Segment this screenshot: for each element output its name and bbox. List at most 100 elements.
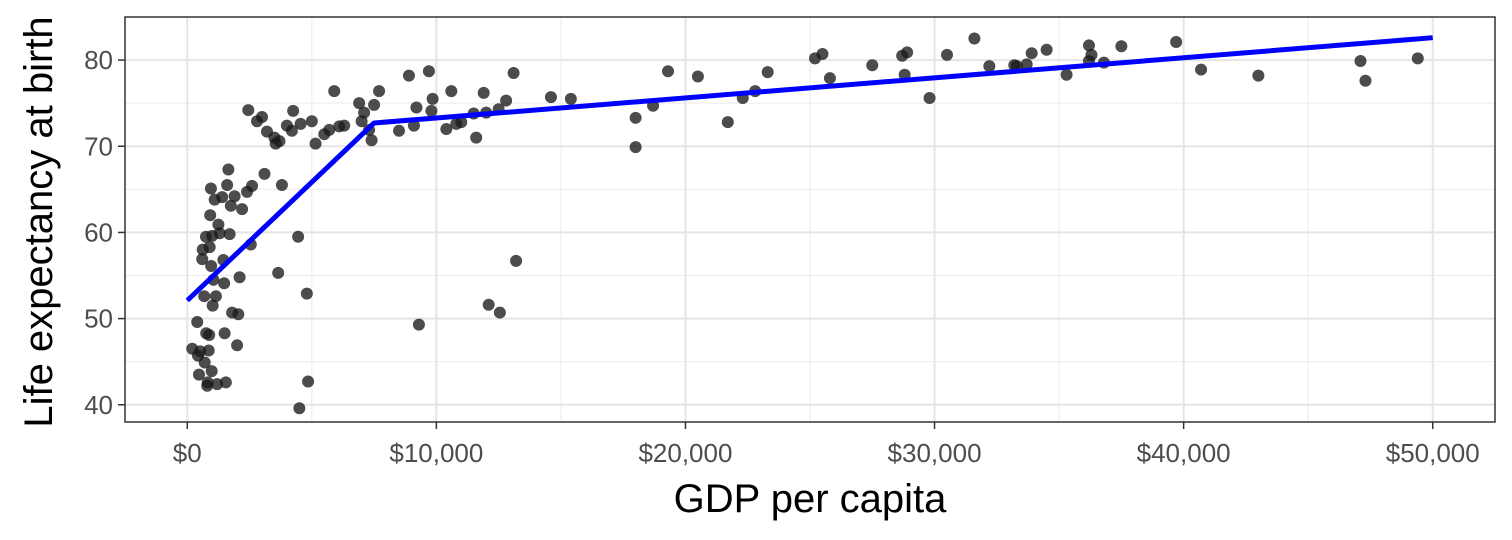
data-point (761, 66, 774, 79)
x-tick-label: $40,000 (1137, 438, 1231, 468)
data-point (1025, 47, 1038, 60)
data-point (231, 339, 244, 352)
data-point (302, 375, 315, 388)
x-axis-title: GDP per capita (674, 477, 947, 521)
data-point (202, 344, 215, 357)
y-axis-title: Life expectancy at birth (17, 16, 61, 427)
data-point (198, 356, 211, 369)
data-point (218, 327, 231, 340)
data-point (198, 290, 211, 303)
data-point (292, 230, 305, 243)
data-point (410, 101, 423, 114)
data-point (203, 328, 216, 341)
data-point (629, 111, 642, 124)
y-tick-label: 70 (84, 131, 113, 161)
data-point (1354, 54, 1367, 67)
data-point (373, 85, 386, 98)
data-point (445, 85, 458, 98)
data-point (246, 179, 259, 192)
data-point (256, 110, 268, 123)
data-point (510, 254, 523, 267)
data-point (204, 182, 217, 195)
data-point (1170, 35, 1183, 48)
data-point (482, 298, 495, 311)
data-point (192, 368, 205, 381)
data-point (300, 287, 313, 300)
data-point (425, 104, 438, 117)
data-point (662, 65, 675, 78)
data-point (294, 117, 307, 130)
data-point (285, 124, 298, 137)
data-point (232, 308, 245, 321)
data-point (293, 402, 306, 415)
data-point (196, 253, 209, 266)
y-tick-label: 60 (84, 217, 113, 247)
x-tick-label: $10,000 (389, 438, 483, 468)
data-point (222, 163, 235, 176)
data-point (233, 271, 246, 284)
data-point (544, 91, 557, 104)
data-point (941, 48, 953, 61)
data-point (493, 306, 506, 319)
x-tick-label: $30,000 (888, 438, 982, 468)
data-point (968, 32, 981, 45)
data-point (823, 72, 836, 85)
data-point (564, 92, 577, 105)
data-point (338, 119, 351, 132)
data-point (1040, 43, 1053, 56)
data-point (191, 316, 204, 329)
y-tick-label: 50 (84, 304, 113, 334)
data-point (201, 376, 214, 389)
x-tick-label: $50,000 (1386, 438, 1480, 468)
data-point (1060, 68, 1073, 81)
y-tick-label: 80 (84, 45, 113, 75)
data-point (305, 115, 318, 128)
data-point (923, 92, 936, 104)
data-point (477, 86, 490, 99)
data-point (402, 69, 415, 82)
data-point (205, 260, 218, 273)
data-point (216, 191, 229, 204)
data-point (219, 376, 232, 389)
data-point (455, 116, 468, 129)
data-point (1085, 48, 1098, 61)
data-point (205, 365, 218, 378)
data-point (309, 137, 322, 150)
grid-major (125, 17, 1495, 422)
data-point (204, 209, 217, 222)
data-point (223, 228, 236, 241)
data-point (629, 141, 642, 154)
x-tick-label: $20,000 (638, 438, 732, 468)
data-point (1411, 52, 1424, 65)
data-points (186, 32, 1424, 415)
x-axis: $0 $10,000 $20,000 $30,000 $40,000 $50,000 (173, 422, 1480, 468)
fit-line (185, 35, 1433, 303)
data-point (242, 104, 255, 117)
data-point (1195, 63, 1208, 76)
data-point (816, 48, 829, 61)
data-point (721, 116, 734, 129)
data-point (440, 123, 453, 136)
data-point (500, 94, 513, 107)
data-point (901, 46, 914, 59)
panel-border (124, 16, 1496, 423)
data-point (393, 124, 405, 137)
data-point (287, 104, 300, 117)
data-point (866, 59, 879, 72)
data-point (206, 299, 219, 312)
data-point (1252, 69, 1265, 82)
data-point (228, 190, 241, 203)
data-point (273, 135, 286, 148)
data-point (328, 85, 341, 98)
data-point (983, 60, 996, 73)
data-point (1020, 58, 1033, 71)
x-tick-label: $0 (173, 438, 202, 468)
data-point (407, 119, 420, 132)
data-point (1082, 39, 1095, 52)
data-point (507, 67, 520, 80)
data-point (275, 179, 288, 192)
data-point (221, 179, 234, 192)
data-point (1359, 74, 1372, 87)
data-point (209, 290, 222, 303)
